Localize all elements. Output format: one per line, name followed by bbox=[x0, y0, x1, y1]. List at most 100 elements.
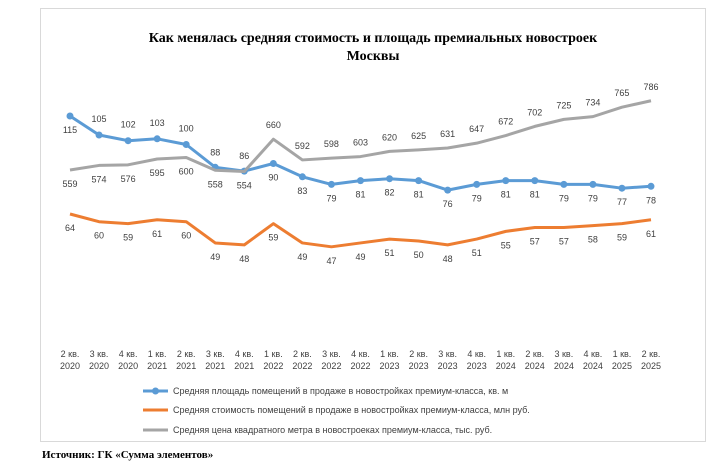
x-tick-year-6: 2021 bbox=[205, 361, 225, 371]
series-1-point-1 bbox=[66, 112, 74, 120]
x-tick-year-12: 2023 bbox=[380, 361, 400, 371]
x-tick-year-16: 2024 bbox=[496, 361, 516, 371]
series-3-label-3: 576 bbox=[121, 174, 136, 184]
series-2-label-8: 59 bbox=[268, 233, 278, 243]
x-tick-label-15: 4 кв. bbox=[467, 349, 486, 359]
series-2-label-21: 61 bbox=[646, 229, 656, 239]
x-tick-label-2: 3 кв. bbox=[90, 349, 109, 359]
series-1-label-3: 102 bbox=[121, 120, 136, 130]
series-3-label-4: 595 bbox=[150, 168, 165, 178]
series-3-label-5: 600 bbox=[179, 166, 194, 176]
x-tick-year-8: 2022 bbox=[263, 361, 283, 371]
series-1-point-19 bbox=[589, 180, 597, 188]
x-tick-year-5: 2021 bbox=[176, 361, 196, 371]
series-1-label-5: 100 bbox=[179, 124, 194, 134]
series-3-label-14: 631 bbox=[440, 129, 455, 139]
series-1-label-13: 81 bbox=[414, 190, 424, 200]
series-1-label-7: 86 bbox=[239, 151, 249, 161]
series-2-label-18: 57 bbox=[559, 237, 569, 247]
series-2-label-11: 49 bbox=[355, 252, 365, 262]
x-tick-year-18: 2024 bbox=[554, 361, 574, 371]
series-3: 559 574 576 595 600 558 554 660 592 598 603 620 625 6… bbox=[62, 82, 658, 191]
x-tick-year-1: 2020 bbox=[60, 361, 80, 371]
series-2-label-9: 49 bbox=[297, 252, 307, 262]
series-1-label-14: 76 bbox=[443, 199, 453, 209]
series-2-label-1: 64 bbox=[65, 223, 75, 233]
series-2-line bbox=[69, 212, 652, 249]
x-tick-year-9: 2022 bbox=[292, 361, 312, 371]
series-1-label-19: 79 bbox=[588, 193, 598, 203]
series-3-label-10: 598 bbox=[324, 139, 339, 149]
series-1-label-15: 79 bbox=[472, 193, 482, 203]
series-2: 64 60 59 61 60 49 48 59 49 47 49 51 50 48 51 55 57 57 58 59… bbox=[65, 212, 656, 266]
series-1-label-4: 103 bbox=[150, 118, 165, 128]
x-tick-label-21: 2 кв. bbox=[642, 349, 661, 359]
series-1-point-17 bbox=[531, 177, 539, 185]
series-3-label-21: 786 bbox=[643, 82, 658, 92]
series-2-label-4: 61 bbox=[152, 229, 162, 239]
source-note: Источник: ГК «Сумма элементов» bbox=[42, 449, 214, 461]
x-tick-year-11: 2022 bbox=[350, 361, 370, 371]
chart-frame bbox=[40, 8, 706, 442]
series-3-line bbox=[69, 99, 652, 174]
series-1-label-6: 88 bbox=[210, 147, 220, 157]
series-2-label-13: 50 bbox=[414, 250, 424, 260]
series-1-label-9: 83 bbox=[297, 186, 307, 196]
series-2-label-17: 57 bbox=[530, 237, 540, 247]
series-3-label-13: 625 bbox=[411, 131, 426, 141]
x-tick-label-11: 4 кв. bbox=[351, 349, 370, 359]
series-1: 115 105 102 103 100 88 86 90 83 79 81 82 81 76 79 81 81 7… bbox=[63, 112, 656, 209]
series-1-label-12: 82 bbox=[385, 188, 395, 198]
series-1-point-11 bbox=[357, 177, 364, 185]
series-1-label-2: 105 bbox=[92, 114, 107, 124]
series-1-label-10: 79 bbox=[326, 193, 336, 203]
series-1-label-17: 81 bbox=[530, 190, 540, 200]
series-1-point-16 bbox=[502, 177, 510, 185]
x-tick-label-18: 3 кв. bbox=[554, 349, 573, 359]
series-2-label-15: 51 bbox=[472, 248, 482, 258]
x-tick-label-19: 4 кв. bbox=[584, 349, 603, 359]
x-tick-year-2: 2020 bbox=[89, 361, 109, 371]
series-2-label-20: 59 bbox=[617, 233, 627, 243]
series-1-point-20 bbox=[618, 184, 626, 192]
x-tick-year-15: 2023 bbox=[467, 361, 487, 371]
series-1-label-1: 115 bbox=[63, 125, 77, 135]
series-1-point-9 bbox=[298, 173, 306, 181]
legend-label-2: Средняя стоимость помещений в продаже в … bbox=[173, 405, 530, 415]
x-tick-year-10: 2022 bbox=[321, 361, 341, 371]
x-tick-year-4: 2021 bbox=[147, 361, 167, 371]
series-3-label-11: 603 bbox=[353, 138, 368, 148]
series-3-label-9: 592 bbox=[295, 141, 310, 151]
series-1-point-3 bbox=[124, 137, 132, 145]
x-tick-label-14: 3 кв. bbox=[438, 349, 457, 359]
x-tick-label-4: 1 кв. bbox=[148, 349, 167, 359]
series-2-label-2: 60 bbox=[94, 231, 104, 241]
x-tick-label-20: 1 кв. bbox=[613, 349, 632, 359]
x-tick-year-3: 2020 bbox=[118, 361, 138, 371]
x-tick-label-1: 2 кв. bbox=[61, 349, 80, 359]
series-2-label-7: 48 bbox=[239, 254, 249, 264]
x-tick-label-16: 1 кв. bbox=[496, 349, 515, 359]
series-3-label-7: 554 bbox=[237, 181, 252, 191]
series-1-label-11: 81 bbox=[355, 190, 365, 200]
x-tick-year-14: 2023 bbox=[438, 361, 458, 371]
series-2-label-5: 60 bbox=[181, 231, 191, 241]
series-3-label-17: 702 bbox=[527, 107, 542, 117]
x-tick-label-10: 3 кв. bbox=[322, 349, 341, 359]
series-2-label-3: 59 bbox=[123, 233, 133, 243]
series-1-point-10 bbox=[327, 180, 335, 188]
series-1-label-16: 81 bbox=[501, 190, 511, 200]
legend-label-1: Средняя площадь помещений в продаже в но… bbox=[173, 386, 508, 396]
chart-title-line-1: Как менялась средняя стоимость и площадь… bbox=[148, 31, 598, 46]
series-1-point-4 bbox=[153, 135, 161, 143]
series-2-label-12: 51 bbox=[385, 248, 395, 258]
x-tick-label-12: 1 кв. bbox=[380, 349, 399, 359]
series-2-label-14: 48 bbox=[443, 254, 453, 264]
legend-label-3: Средняя цена квадратного метра в новостр… bbox=[173, 425, 492, 435]
series-3-label-6: 558 bbox=[208, 179, 223, 189]
x-tick-label-13: 2 кв. bbox=[409, 349, 428, 359]
series-1-label-20: 77 bbox=[617, 197, 627, 207]
series-3-label-19: 734 bbox=[585, 98, 600, 108]
x-tick-year-21: 2025 bbox=[641, 361, 661, 371]
